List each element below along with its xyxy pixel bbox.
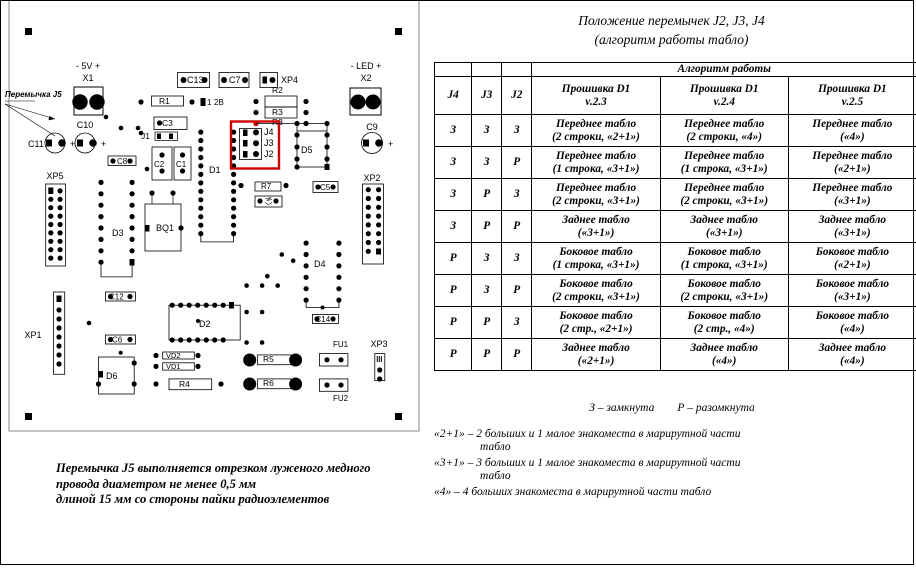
svg-text:D6: D6 bbox=[106, 371, 118, 381]
svg-text:D2: D2 bbox=[199, 319, 211, 329]
svg-text:- LED +: - LED + bbox=[351, 61, 382, 71]
svg-text:VD2: VD2 bbox=[166, 351, 181, 360]
svg-text:R7: R7 bbox=[261, 182, 272, 191]
svg-text:D1: D1 bbox=[209, 165, 221, 175]
svg-text:R4: R4 bbox=[179, 379, 190, 389]
svg-text:FU1: FU1 bbox=[333, 340, 349, 349]
svg-text:C8: C8 bbox=[117, 157, 128, 166]
svg-text:XP5: XP5 bbox=[46, 171, 63, 181]
svg-text:- 5V +: - 5V + bbox=[76, 61, 100, 71]
svg-text:R6: R6 bbox=[263, 378, 274, 388]
svg-text:R3: R3 bbox=[272, 107, 283, 117]
svg-text:C11: C11 bbox=[28, 139, 44, 149]
svg-text:C12: C12 bbox=[109, 293, 124, 302]
svg-text:X2: X2 bbox=[360, 73, 371, 83]
svg-text:D5: D5 bbox=[301, 145, 313, 155]
svg-text:D4: D4 bbox=[314, 259, 326, 269]
svg-text:X1: X1 bbox=[82, 73, 93, 83]
svg-text:C1: C1 bbox=[176, 160, 187, 169]
svg-text:1: 1 bbox=[207, 98, 212, 107]
svg-text:D3: D3 bbox=[112, 228, 124, 238]
svg-text:R5: R5 bbox=[263, 354, 274, 364]
svg-text:J3: J3 bbox=[264, 138, 274, 148]
svg-text:C14: C14 bbox=[316, 315, 331, 324]
svg-text:C9: C9 bbox=[366, 122, 378, 132]
svg-text:J4: J4 bbox=[264, 127, 274, 137]
svg-text:+: + bbox=[70, 139, 75, 149]
svg-text:C3: C3 bbox=[162, 118, 173, 128]
svg-text:C13: C13 bbox=[187, 75, 204, 85]
svg-text:XP3: XP3 bbox=[370, 339, 387, 349]
svg-text:J1: J1 bbox=[141, 131, 150, 141]
svg-text:2B: 2B bbox=[214, 98, 224, 107]
svg-text:J2: J2 bbox=[264, 149, 274, 159]
svg-text:FU2: FU2 bbox=[333, 394, 349, 403]
svg-text:XP4: XP4 bbox=[281, 75, 298, 85]
svg-text:+: + bbox=[101, 139, 106, 149]
svg-text:C7: C7 bbox=[229, 75, 241, 85]
svg-text:XP2: XP2 bbox=[363, 173, 380, 183]
svg-text:C10: C10 bbox=[77, 120, 94, 130]
svg-text:R2: R2 bbox=[272, 85, 283, 95]
svg-text:R1: R1 bbox=[159, 96, 170, 106]
svg-text:XP1: XP1 bbox=[24, 330, 41, 340]
svg-text:C5: C5 bbox=[320, 183, 331, 192]
svg-text:Перемычка J5: Перемычка J5 bbox=[5, 90, 62, 99]
svg-text:+: + bbox=[388, 139, 393, 149]
svg-text:C6: C6 bbox=[112, 336, 123, 345]
svg-text:BQ1: BQ1 bbox=[156, 223, 174, 233]
svg-text:C2: C2 bbox=[154, 160, 165, 169]
svg-text:VD1: VD1 bbox=[166, 362, 181, 371]
